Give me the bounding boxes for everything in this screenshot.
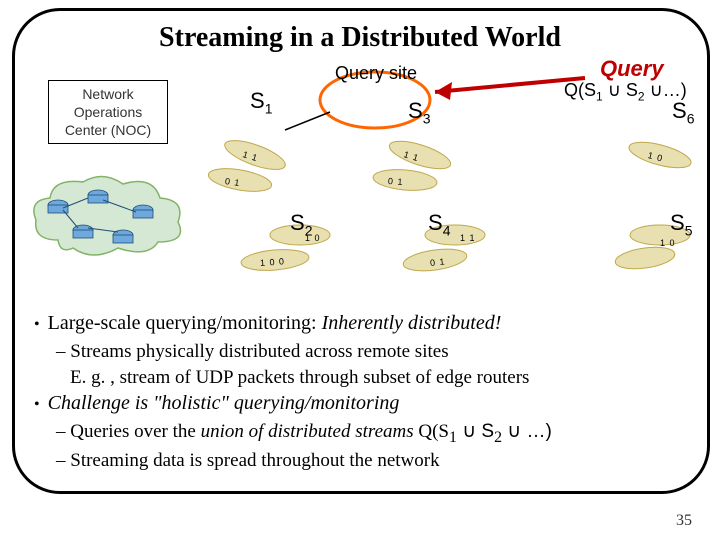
- site-s1: S1: [250, 88, 272, 116]
- site-s3: S3: [408, 98, 430, 126]
- bits-10: 1 0: [660, 238, 676, 248]
- bits-7: 1 1: [460, 233, 476, 243]
- bullet-2-sub2: – Streaming data is spread throughout th…: [56, 448, 694, 474]
- site-s4: S4: [428, 210, 450, 238]
- query-formula: Q(S1 ∪ S2 ∪…): [564, 80, 687, 104]
- bits-6: 0 1: [388, 176, 404, 187]
- bullet-2-sub1: – Queries over the union of distributed …: [56, 419, 694, 448]
- noc-line2: Operations: [49, 103, 167, 121]
- noc-line3: Center (NOC): [49, 121, 167, 139]
- bits-4: 1 0 0: [260, 256, 286, 268]
- query-arrow-icon: [435, 78, 585, 100]
- noc-box: Network Operations Center (NOC): [48, 80, 168, 144]
- bits-8: 0 1: [429, 256, 445, 268]
- bullet-1: • Large-scale querying/monitoring: Inher…: [34, 310, 694, 337]
- noc-line1: Network: [49, 85, 167, 103]
- page-number: 35: [676, 512, 692, 530]
- query-label: Query: [600, 56, 664, 82]
- bullet-1-sub2: E. g. , stream of UDP packets through su…: [70, 365, 694, 391]
- query-site-label: Query site: [335, 63, 417, 84]
- bullet-1-sub1: – Streams physically distributed across …: [56, 339, 694, 365]
- bits-2: 0 1: [224, 176, 241, 188]
- network-cloud-icon: [28, 170, 188, 260]
- site-s5: S5: [670, 210, 692, 238]
- bullet-block: • Large-scale querying/monitoring: Inher…: [34, 310, 694, 474]
- bullet-2: • Challenge is "holistic" querying/monit…: [34, 390, 694, 417]
- bits-3: 1 0: [305, 233, 321, 243]
- slide-title: Streaming in a Distributed World: [0, 22, 720, 54]
